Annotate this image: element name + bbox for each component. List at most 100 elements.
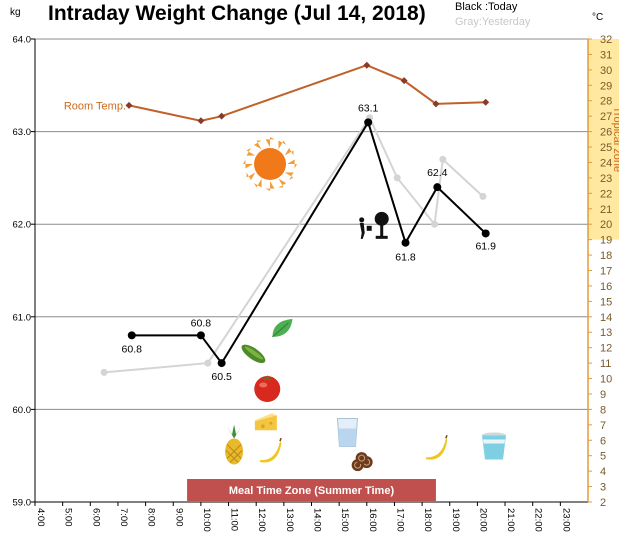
right-tick-label: 10 (600, 374, 612, 386)
right-tick-label: 31 (600, 49, 612, 61)
cheese-icon (254, 413, 277, 431)
x-tick-label: 19:00 (450, 508, 461, 532)
today-point (364, 118, 373, 127)
today-point (481, 229, 490, 238)
room-temp-line (128, 64, 486, 122)
cookies-icon (351, 452, 373, 472)
right-tick-label: 17 (600, 266, 612, 278)
right-tick-label: 21 (600, 204, 612, 216)
x-tick-label: 15:00 (339, 508, 350, 532)
today-point (401, 238, 410, 247)
x-tick-label: 5:00 (63, 508, 74, 527)
meal-time-zone-bar (187, 479, 436, 501)
legend-today: Black :Today (455, 1, 518, 13)
x-tick-label: 17:00 (394, 508, 405, 532)
today-line (131, 119, 487, 365)
x-tick-label: 6:00 (90, 508, 101, 527)
x-tick-label: 16:00 (367, 508, 378, 532)
room-temp-point (432, 100, 440, 108)
room-temp-point (125, 101, 133, 109)
room-temp-point (482, 98, 490, 106)
right-tick-label: 3 (600, 482, 606, 494)
right-tick-label: 15 (600, 296, 612, 308)
today-data-label: 61.9 (475, 240, 496, 252)
right-tick-label: 30 (600, 65, 612, 77)
x-tick-label: 13:00 (284, 508, 295, 532)
right-tick-label: 8 (600, 404, 606, 416)
right-tick-label: 9 (600, 389, 606, 401)
x-tick-label: 14:00 (312, 508, 323, 532)
chart-title: Intraday Weight Change (Jul 14, 2018) (48, 2, 426, 25)
x-tick-label: 4:00 (35, 508, 46, 527)
today-data-label: 60.8 (122, 343, 143, 355)
right-tick-label: 4 (600, 466, 606, 478)
x-tick-label: 21:00 (505, 508, 516, 532)
today-point (217, 359, 226, 368)
x-tick-label: 12:00 (256, 508, 267, 532)
yogurt-cup-icon (481, 432, 506, 460)
today-point (196, 331, 205, 340)
banana-icon (425, 435, 448, 460)
today-data-label: 60.8 (191, 317, 212, 329)
today-data-label: 62.4 (427, 167, 448, 179)
legend-yesterday: Gray:Yesterday (455, 16, 531, 28)
right-tick-label: 28 (600, 96, 612, 108)
right-tick-label: 13 (600, 327, 612, 339)
x-tick-label: 7:00 (118, 508, 129, 527)
meal-time-zone-label: Meal Time Zone (Summer Time) (229, 485, 395, 497)
today-data-label: 63.1 (358, 102, 379, 114)
tropical-zone-label: Tropical zone (611, 107, 619, 173)
person-watering-tree-icon (359, 211, 389, 239)
today-data-label: 61.8 (395, 252, 416, 264)
right-tick-label: 2 (600, 497, 606, 509)
tomato-icon (254, 375, 281, 403)
right-tick-label: 27 (600, 111, 612, 123)
room-temp-point (400, 77, 408, 85)
right-tick-label: 11 (600, 358, 611, 370)
banana-icon (260, 437, 282, 463)
right-tick-label: 26 (600, 127, 612, 139)
left-tick-label: 64.0 (13, 35, 32, 46)
right-tick-label: 12 (600, 343, 612, 355)
right-tick-label: 25 (600, 142, 612, 154)
left-unit-label: kg (10, 7, 21, 18)
x-tick-label: 8:00 (146, 508, 157, 527)
right-tick-label: 16 (600, 281, 612, 293)
right-tick-label: 14 (600, 312, 612, 324)
x-tick-label: 11:00 (229, 508, 240, 531)
cucumber-icon (241, 344, 266, 364)
x-tick-label: 18:00 (422, 508, 433, 532)
right-tick-label: 19 (600, 235, 612, 247)
left-tick-label: 59.0 (13, 498, 32, 509)
left-tick-label: 60.0 (13, 405, 32, 416)
x-tick-label: 22:00 (533, 508, 544, 532)
sun-icon (243, 137, 298, 192)
x-tick-label: 9:00 (173, 508, 184, 527)
pineapple-icon (225, 424, 244, 465)
right-unit-label: °C (592, 12, 603, 23)
tropical-zone-band (588, 39, 619, 240)
today-point (433, 183, 442, 192)
today-data-label: 60.5 (211, 371, 232, 383)
water-glass-icon (336, 418, 358, 448)
room-temp-point (197, 117, 205, 125)
x-tick-label: 10:00 (201, 508, 212, 532)
today-point (127, 331, 136, 340)
yesterday-point (204, 359, 212, 367)
room-temp-point (363, 61, 371, 69)
left-tick-label: 63.0 (13, 127, 32, 138)
left-tick-label: 62.0 (13, 220, 32, 231)
yesterday-point (431, 220, 439, 228)
right-tick-label: 18 (600, 250, 612, 262)
right-tick-label: 24 (600, 157, 612, 169)
right-tick-label: 23 (600, 173, 612, 185)
right-tick-label: 29 (600, 80, 612, 92)
right-tick-label: 6 (600, 435, 606, 447)
x-tick-label: 20:00 (477, 508, 488, 532)
leaf-icon (272, 318, 293, 338)
right-tick-label: 22 (600, 188, 612, 200)
right-tick-label: 20 (600, 219, 612, 231)
right-tick-label: 7 (600, 420, 606, 432)
yesterday-point (393, 174, 401, 182)
